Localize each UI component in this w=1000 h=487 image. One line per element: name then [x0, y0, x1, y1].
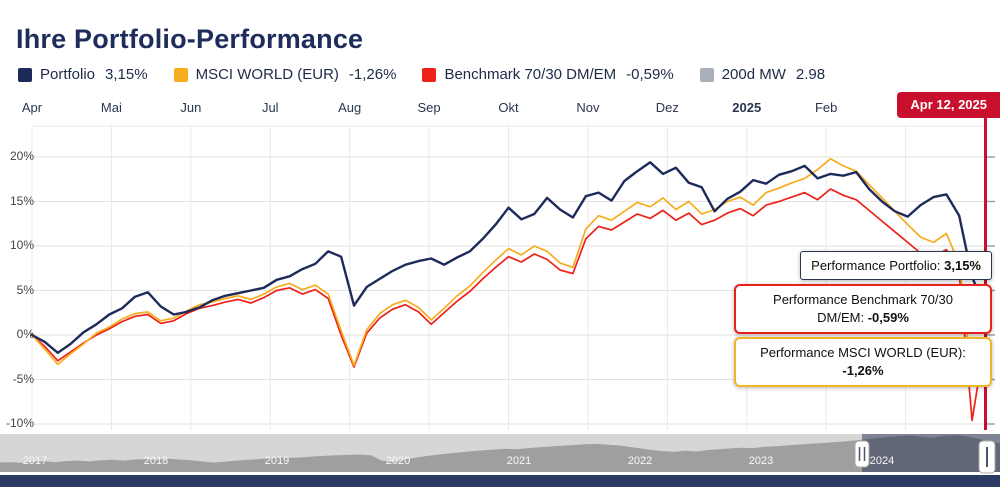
navigator-year-label: 2021 [506, 455, 532, 467]
portfolio-series-line[interactable] [30, 161, 987, 354]
page-title: Ihre Portfolio-Performance [16, 24, 364, 55]
navigator-year-label: 2019 [264, 455, 290, 467]
benchmark-70-30-dm-em-series-line[interactable] [31, 188, 986, 422]
msci-world-eur--series-line[interactable] [31, 157, 986, 383]
navigator-year-label: 2018 [143, 455, 169, 467]
y-axis-label: 10% [9, 238, 34, 252]
navigator-year-label: 2022 [627, 455, 653, 467]
navigator-handle-left[interactable] [854, 440, 870, 468]
x-axis-label: 2025 [732, 100, 762, 115]
tooltip-line2: -1,26% [744, 362, 982, 380]
x-axis-label: Dez [655, 100, 679, 115]
portfolio-performance-tooltip: Performance Portfolio: 3,15% [800, 251, 992, 280]
navigator-year-label: 2024 [869, 455, 895, 467]
legend-label: Benchmark 70/30 DM/EM [444, 66, 617, 83]
navigator-series-area [0, 435, 1000, 472]
chart-legend: Portfolio 3,15% MSCI WORLD (EUR) -1,26% … [18, 66, 825, 83]
current-date-badge: Apr 12, 2025 [897, 92, 1000, 118]
x-axis-label: Apr [21, 100, 43, 115]
legend-label: Portfolio [40, 66, 96, 83]
x-axis-label: Mai [100, 100, 122, 115]
tooltip-value: 3,15% [944, 258, 981, 273]
x-axis-label: Aug [338, 100, 362, 115]
legend-label: 200d MW [721, 66, 786, 83]
y-axis-label: -5% [12, 371, 34, 386]
legend-value: -1,26% [348, 66, 397, 83]
legend-value: 3,15% [105, 66, 148, 83]
navigator-year-label: 2020 [385, 455, 411, 467]
benchmark-performance-tooltip: Performance Benchmark 70/30 DM/EM: -0,59… [734, 284, 992, 334]
legend-value: -0,59% [626, 66, 674, 83]
legend-item-benchmark[interactable]: Benchmark 70/30 DM/EM -0,59% [422, 66, 674, 83]
tooltip-line1: Performance MSCI WORLD (EUR): [760, 345, 966, 360]
tooltip-label: DM/EM: [817, 310, 865, 325]
msci-swatch-icon [173, 67, 188, 82]
y-axis-label: 15% [9, 193, 34, 208]
y-axis-label: 20% [9, 149, 34, 163]
tooltip-value: -1,26% [842, 363, 884, 378]
legend-item-msci-world[interactable]: MSCI WORLD (EUR) -1,26% [173, 66, 397, 83]
navigator-year-label: 2023 [748, 455, 774, 467]
moving-average-disabled-swatch-icon [699, 67, 714, 82]
legend-item-200d-mw[interactable]: 200d MW 2.98 [699, 66, 826, 83]
tooltip-line1: Performance Benchmark 70/30 [773, 292, 953, 307]
tooltip-line2: DM/EM: -0,59% [744, 309, 982, 327]
tooltip-label: Performance Portfolio: [811, 258, 941, 273]
portfolio-swatch-icon [18, 67, 32, 82]
tooltip-value: -0,59% [867, 310, 909, 325]
benchmark-swatch-icon [422, 67, 437, 82]
navigator-year-label: 2017 [22, 455, 48, 467]
navigator-scrollbar-track[interactable] [0, 475, 1000, 487]
y-axis-label: 0% [16, 327, 34, 341]
legend-item-portfolio[interactable]: Portfolio 3,15% [18, 66, 148, 83]
legend-value: 2.98 [795, 66, 826, 83]
x-axis-label: Feb [814, 100, 838, 115]
y-axis-label: -10% [5, 416, 34, 430]
navigator-selected-range[interactable] [862, 434, 1000, 472]
x-axis-label: Jun [180, 100, 202, 115]
msci-performance-tooltip: Performance MSCI WORLD (EUR): -1,26% [734, 337, 992, 387]
x-axis-label: Sep [417, 100, 441, 115]
legend-label: MSCI WORLD (EUR) [195, 66, 339, 83]
x-axis-label: Jul [261, 100, 279, 115]
y-axis-label: 5% [16, 282, 34, 297]
x-axis-label: Okt [498, 100, 519, 115]
x-axis-label: Nov [576, 100, 600, 115]
